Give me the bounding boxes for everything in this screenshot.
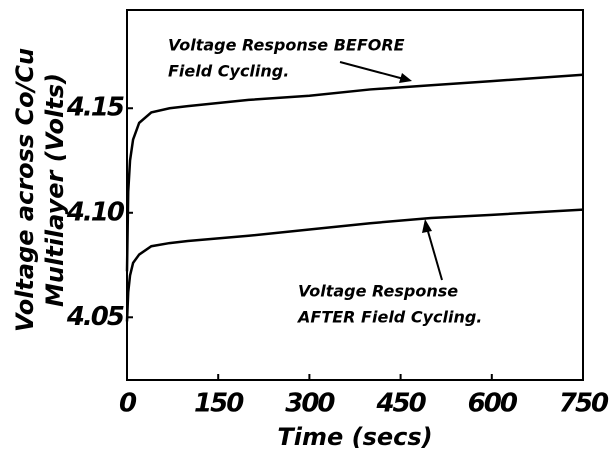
x-tick-label: 0	[119, 389, 137, 419]
x-tick-label: 450	[375, 389, 426, 419]
x-tick-label: 150	[194, 389, 244, 419]
data-line	[125, 73, 584, 272]
annotation: Voltage Response BEFORE	[168, 36, 405, 55]
arrowhead	[399, 73, 412, 83]
x-tick-label: 600	[468, 389, 518, 419]
annotation: Field Cycling.	[168, 62, 289, 81]
y-tick-label: 4.10	[66, 197, 125, 227]
arrow	[339, 61, 405, 80]
y-axis-label: Voltage across Co/Cu	[11, 48, 39, 332]
y-axis-label: Multilayer (Volts)	[41, 73, 69, 307]
x-axis-label: Time (secs)	[277, 423, 432, 451]
annotation: Voltage Response	[298, 282, 458, 301]
x-tick-label: 300	[285, 389, 335, 419]
data-line	[125, 208, 584, 322]
annotation: AFTER Field Cycling.	[296, 308, 482, 327]
y-tick-label: 4.05	[66, 302, 124, 332]
x-tick-label: 750	[559, 389, 609, 419]
arrow	[426, 227, 443, 281]
arrowhead	[422, 219, 432, 233]
y-tick-label: 4.15	[66, 93, 124, 123]
